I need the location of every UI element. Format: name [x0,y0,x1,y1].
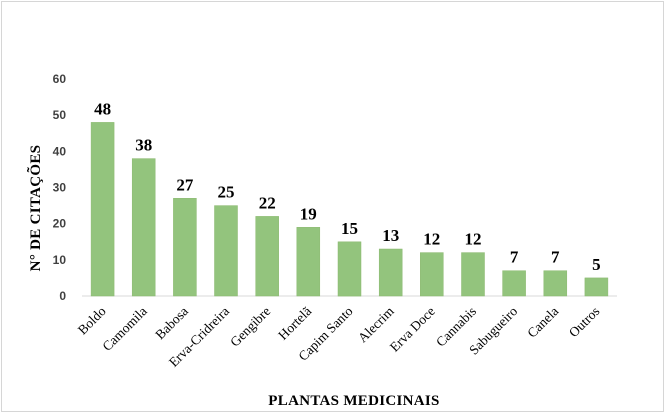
bar-erva-cridreira [214,205,238,297]
y-tick-label: 40 [53,144,67,158]
x-tick-label: Erva Doce [387,304,438,355]
bar-outros [584,277,609,297]
data-label: 27 [176,175,194,194]
data-label: 13 [382,226,399,245]
data-label: 22 [259,193,276,212]
bar-babosa [173,198,197,297]
bar-gengibre [255,216,279,297]
data-label: 12 [423,230,440,249]
y-tick-label: 50 [53,108,67,122]
bar-hortel- [296,227,321,297]
x-tick-label: Gengibre [227,304,273,350]
bar-camomila [131,158,156,297]
x-axis-title: PLANTAS MEDICINAIS [268,393,439,409]
x-tick-label: Babosa [152,304,191,343]
data-label: 7 [510,248,519,267]
y-tick-label: 0 [59,289,66,303]
x-tick-label: Hortelã [275,304,314,343]
bars [90,122,609,297]
bar-boldo [90,122,115,297]
y-axis-ticks: 0 10 20 30 40 50 60 [53,72,67,303]
data-label: 12 [465,230,482,249]
data-labels: 48 38 27 25 22 19 15 13 12 12 7 7 5 [94,99,601,274]
data-label: 48 [94,99,111,118]
y-tick-label: 10 [53,253,67,267]
x-tick-label: Boldo [75,303,109,337]
bar-sabugueiro [502,270,526,297]
bar-capim-santo [337,241,362,297]
x-tick-label: Camomila [99,304,149,354]
bar-alecrim [378,248,403,297]
bar-canela [543,270,568,297]
data-label: 38 [135,136,152,155]
data-label: 5 [592,255,601,274]
y-tick-label: 60 [53,72,67,86]
data-label: 15 [341,219,358,238]
data-label: 19 [300,204,317,223]
x-tick-label: Outros [566,304,603,341]
x-tick-label: Canela [524,304,561,341]
y-tick-label: 20 [53,217,67,231]
data-label: 25 [218,183,235,202]
bar-cannabis [461,252,485,297]
bar-erva-doce [420,252,444,297]
y-tick-label: 30 [53,181,67,195]
data-label: 7 [551,248,560,267]
y-axis-title: N° DE CITAÇÕES [26,145,44,272]
